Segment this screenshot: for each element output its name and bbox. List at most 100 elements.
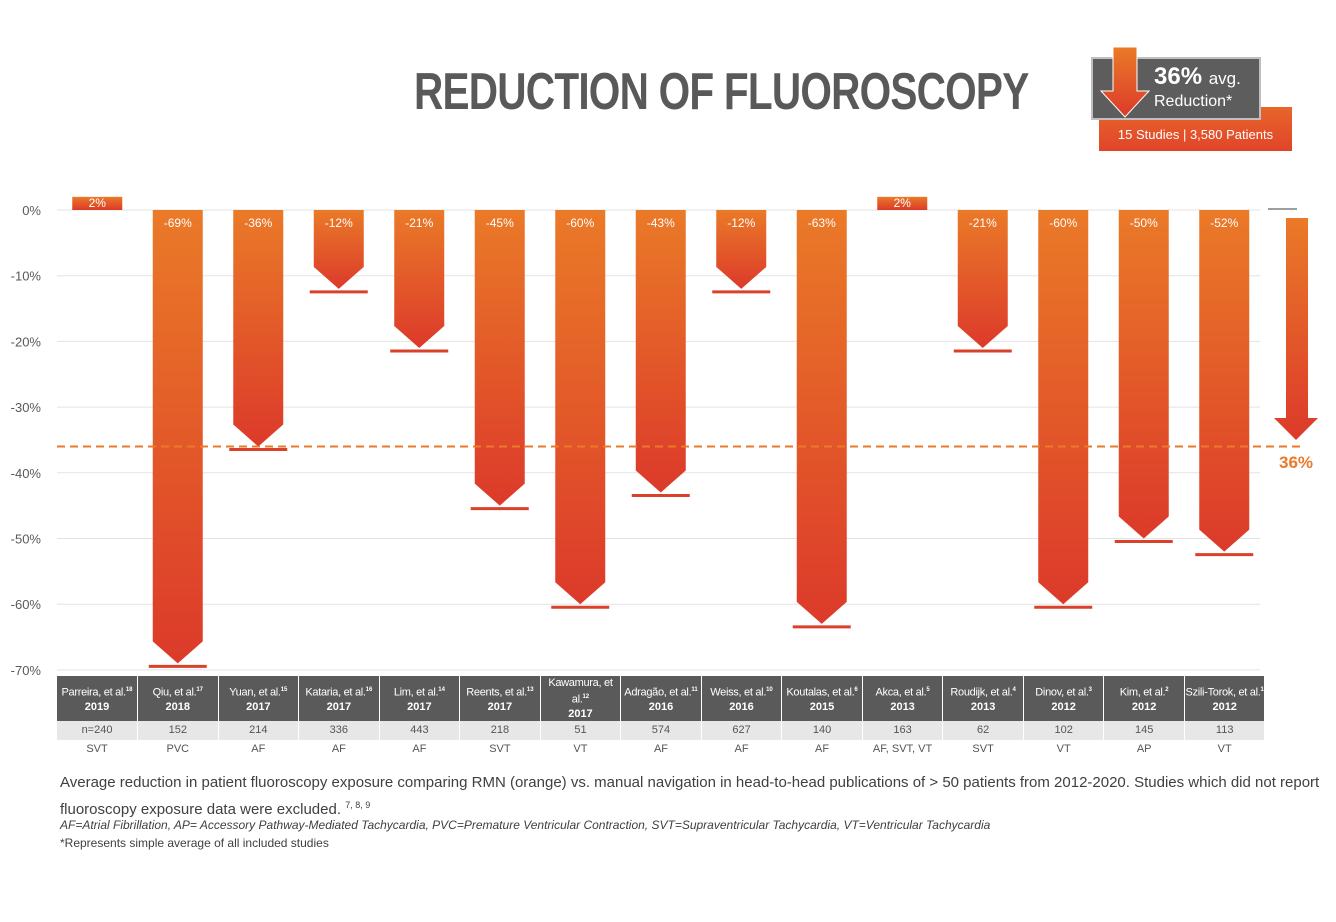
arrhythmia-type-cell: AF: [781, 739, 863, 759]
study-year: 2016: [648, 700, 674, 713]
study-name-cell: Kataria, et al.16 2017: [298, 676, 380, 721]
y-tick-label: -50%: [11, 532, 42, 547]
bar-value-label: -69%: [164, 216, 192, 230]
arrhythmia-type-cell: AF: [218, 739, 300, 759]
study-year: 2012: [1051, 700, 1076, 713]
bar-value-label: -45%: [486, 216, 514, 230]
arrhythmia-type-cell: AF: [701, 739, 783, 759]
study-author: Parreira, et al.: [61, 686, 127, 699]
study-name-cell: Dinov, et al.3 2012: [1023, 676, 1105, 721]
patient-count-cell: 152: [137, 720, 219, 740]
study-year: 2019: [84, 700, 110, 713]
y-tick-label: -60%: [11, 597, 42, 612]
patient-count-cell: 140: [781, 720, 863, 740]
patient-count-cell: 574: [620, 720, 702, 740]
y-axis: 0% -10% -20% -30% -40% -50% -60% -70%: [11, 203, 42, 678]
arrhythmia-type-cell: SVT: [459, 739, 541, 759]
study-ref: 14: [438, 687, 445, 693]
bar: -63%: [792, 210, 851, 629]
down-arrow-icon: [1099, 47, 1151, 118]
study-ref: 16: [365, 687, 373, 693]
patient-count-cell: 627: [701, 720, 783, 740]
study-ref: 2: [1165, 687, 1169, 693]
study-ref: 4: [1012, 687, 1016, 693]
patient-count-row: n=240 152 214 336 443 218 51 574 627 140 163 62 102 1…: [57, 720, 1266, 740]
study-name-cell: Weiss, et al.10 2016: [701, 676, 783, 721]
study-ref: 3: [1088, 687, 1092, 693]
y-tick-label: -30%: [11, 400, 42, 415]
patient-count-cell: 145: [1103, 720, 1185, 740]
study-name-cell: Adragão, et al.11 2016: [620, 676, 702, 721]
study-author: Szili-Torok, et al.: [1185, 686, 1261, 699]
study-ref: 13: [526, 687, 534, 693]
arrhythmia-type-cell: VT: [1184, 739, 1266, 759]
bar: 2%: [877, 196, 928, 210]
bar-value-label: -21%: [405, 216, 433, 230]
average-indicator: 36%: [57, 208, 1318, 472]
study-ref: 11: [691, 687, 698, 693]
arrhythmia-type-cell: AF: [298, 739, 380, 759]
study-name-cell: Qiu, et al.17 2018: [137, 676, 219, 721]
study-name-cell: Kim, et al.2 2012: [1103, 676, 1185, 721]
study-author: Kawamura, et al.: [548, 677, 613, 706]
study-year: 2017: [326, 700, 352, 713]
study-author: Lim, et al.: [393, 686, 439, 699]
bar: -12%: [712, 210, 771, 294]
bar: -12%: [309, 210, 368, 294]
bar: -52%: [1195, 210, 1254, 557]
average-percent: 36% avg.: [1154, 63, 1241, 90]
study-ref: 5: [926, 687, 930, 693]
study-year: 2017: [407, 700, 432, 713]
bar: -21%: [390, 210, 449, 353]
arrhythmia-type-cell: SVT: [57, 739, 139, 759]
study-ref: 1: [1260, 687, 1264, 693]
bar: -21%: [953, 210, 1012, 353]
patient-count-cell: 443: [379, 720, 461, 740]
bar: -36%: [229, 210, 288, 452]
y-tick-label: 0%: [22, 203, 41, 218]
average-value-label: 36%: [1279, 453, 1313, 472]
bar-value-label: -21%: [969, 216, 997, 230]
study-ref: 12: [582, 694, 590, 700]
study-table: Parreira, et al.18 2019 Qiu, et al.17 2018 Y…: [57, 676, 1266, 759]
bars: 2% -69% -36% -12% -21% -45% -60% -43% -12% -63% 2%…: [72, 196, 1254, 668]
arrhythmia-type-cell: VT: [540, 739, 622, 759]
bar-value-label: -63%: [808, 216, 836, 230]
average-reduction-label: Reduction*: [1154, 93, 1233, 110]
study-name-cell: Yuan, et al.15 2017: [218, 676, 300, 721]
bar: -60%: [1034, 210, 1093, 609]
study-ref: 10: [766, 687, 773, 693]
study-name-cell: Koutalas, et al.6 2015: [781, 676, 863, 721]
bar-value-label: 2%: [89, 196, 107, 210]
study-author: Adragão, et al.: [624, 686, 692, 699]
bar: -69%: [148, 210, 207, 668]
caption-main: Average reduction in patient fluoroscopy…: [60, 774, 1320, 818]
bar: -45%: [470, 210, 529, 511]
caption-abbreviations: AF=Atrial Fibrillation, AP= Accessory Pa…: [60, 818, 991, 832]
arrhythmia-type-cell: AP: [1103, 739, 1185, 759]
study-author: Yuan, et al.: [229, 686, 281, 699]
study-name-cell: Roudijk, et al.4 2013: [942, 676, 1024, 721]
study-author: Kim, et al.: [1119, 686, 1166, 699]
bar: 2%: [72, 196, 123, 210]
caption-note: *Represents simple average of all includ…: [60, 836, 329, 850]
arrhythmia-type-cell: AF: [379, 739, 461, 759]
study-year: 2017: [568, 707, 593, 720]
study-ref: 15: [280, 687, 288, 693]
y-tick-label: -70%: [11, 663, 42, 678]
patient-count-cell: 102: [1023, 720, 1105, 740]
arrhythmia-type-cell: SVT: [942, 739, 1024, 759]
arrhythmia-type-cell: VT: [1023, 739, 1105, 759]
study-author: Roudijk, et al.: [950, 686, 1013, 699]
study-name-cell: Lim, et al.14 2017: [379, 676, 461, 721]
study-author: Qiu, et al.: [152, 686, 197, 699]
study-year: 2013: [890, 700, 915, 713]
arrhythmia-type-cell: PVC: [137, 739, 219, 759]
bar-value-label: -60%: [566, 216, 594, 230]
study-ref: 6: [854, 687, 858, 693]
y-tick-label: -40%: [11, 466, 42, 481]
study-name-cell: Reents, et al.13 2017: [459, 676, 541, 721]
study-year: 2013: [970, 700, 996, 713]
patient-count-cell: n=240: [57, 720, 139, 740]
bar-value-label: -60%: [1049, 216, 1077, 230]
